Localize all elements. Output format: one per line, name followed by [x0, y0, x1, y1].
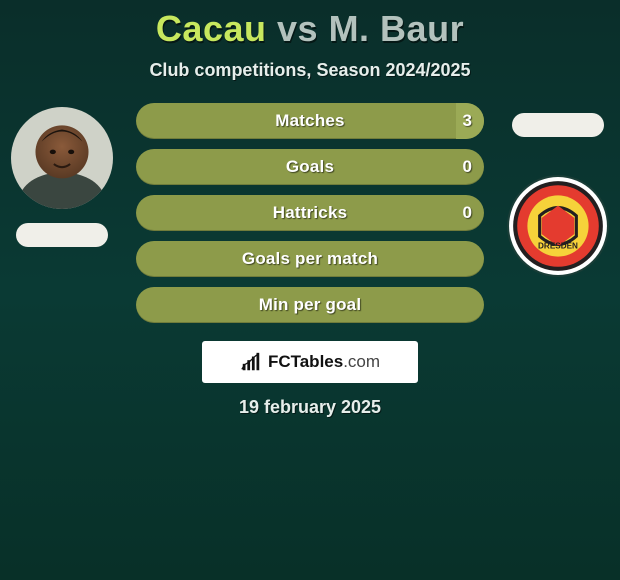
- hattricks-label: Hattricks: [273, 203, 348, 223]
- branding-fc: FC: [268, 352, 291, 371]
- matches-right-value: 3: [463, 111, 472, 131]
- branding-com: .com: [343, 352, 380, 371]
- player2-club-badge: DRESDEN: [507, 175, 609, 277]
- player-photo-icon: [11, 107, 113, 209]
- title-player2: M. Baur: [329, 8, 465, 49]
- title-player1: Cacau: [156, 8, 267, 49]
- stat-bar-mpg: Min per goal: [136, 287, 484, 323]
- branding-tables: Tables: [291, 352, 344, 371]
- goals-label: Goals: [286, 157, 334, 177]
- player1-column: [6, 103, 118, 247]
- stat-bar-hattricks: Hattricks 0: [136, 195, 484, 231]
- bar-chart-icon: [240, 351, 262, 373]
- date-text: 19 february 2025: [0, 397, 620, 418]
- dynamo-dresden-icon: DRESDEN: [507, 175, 609, 277]
- stat-bars: Matches 3 Goals 0 Hattricks 0 Goals per …: [136, 103, 484, 323]
- player2-club-pill: [512, 113, 604, 137]
- stat-bar-gpm: Goals per match: [136, 241, 484, 277]
- club-text: DRESDEN: [538, 241, 578, 250]
- matches-label: Matches: [275, 111, 344, 131]
- comparison-row: Matches 3 Goals 0 Hattricks 0 Goals per …: [0, 103, 620, 323]
- title-vs: vs: [277, 8, 318, 49]
- page-title: Cacau vs M. Baur: [0, 0, 620, 50]
- branding-text: FCTables.com: [268, 352, 380, 372]
- subtitle: Club competitions, Season 2024/2025: [0, 60, 620, 81]
- player2-column: DRESDEN: [502, 103, 614, 277]
- mpg-label: Min per goal: [259, 295, 362, 315]
- player1-avatar: [11, 107, 113, 209]
- player1-club-pill: [16, 223, 108, 247]
- branding-box: FCTables.com: [202, 341, 418, 383]
- goals-right-value: 0: [463, 157, 472, 177]
- stat-bar-matches: Matches 3: [136, 103, 484, 139]
- hattricks-right-value: 0: [463, 203, 472, 223]
- stat-bar-goals: Goals 0: [136, 149, 484, 185]
- gpm-label: Goals per match: [242, 249, 378, 269]
